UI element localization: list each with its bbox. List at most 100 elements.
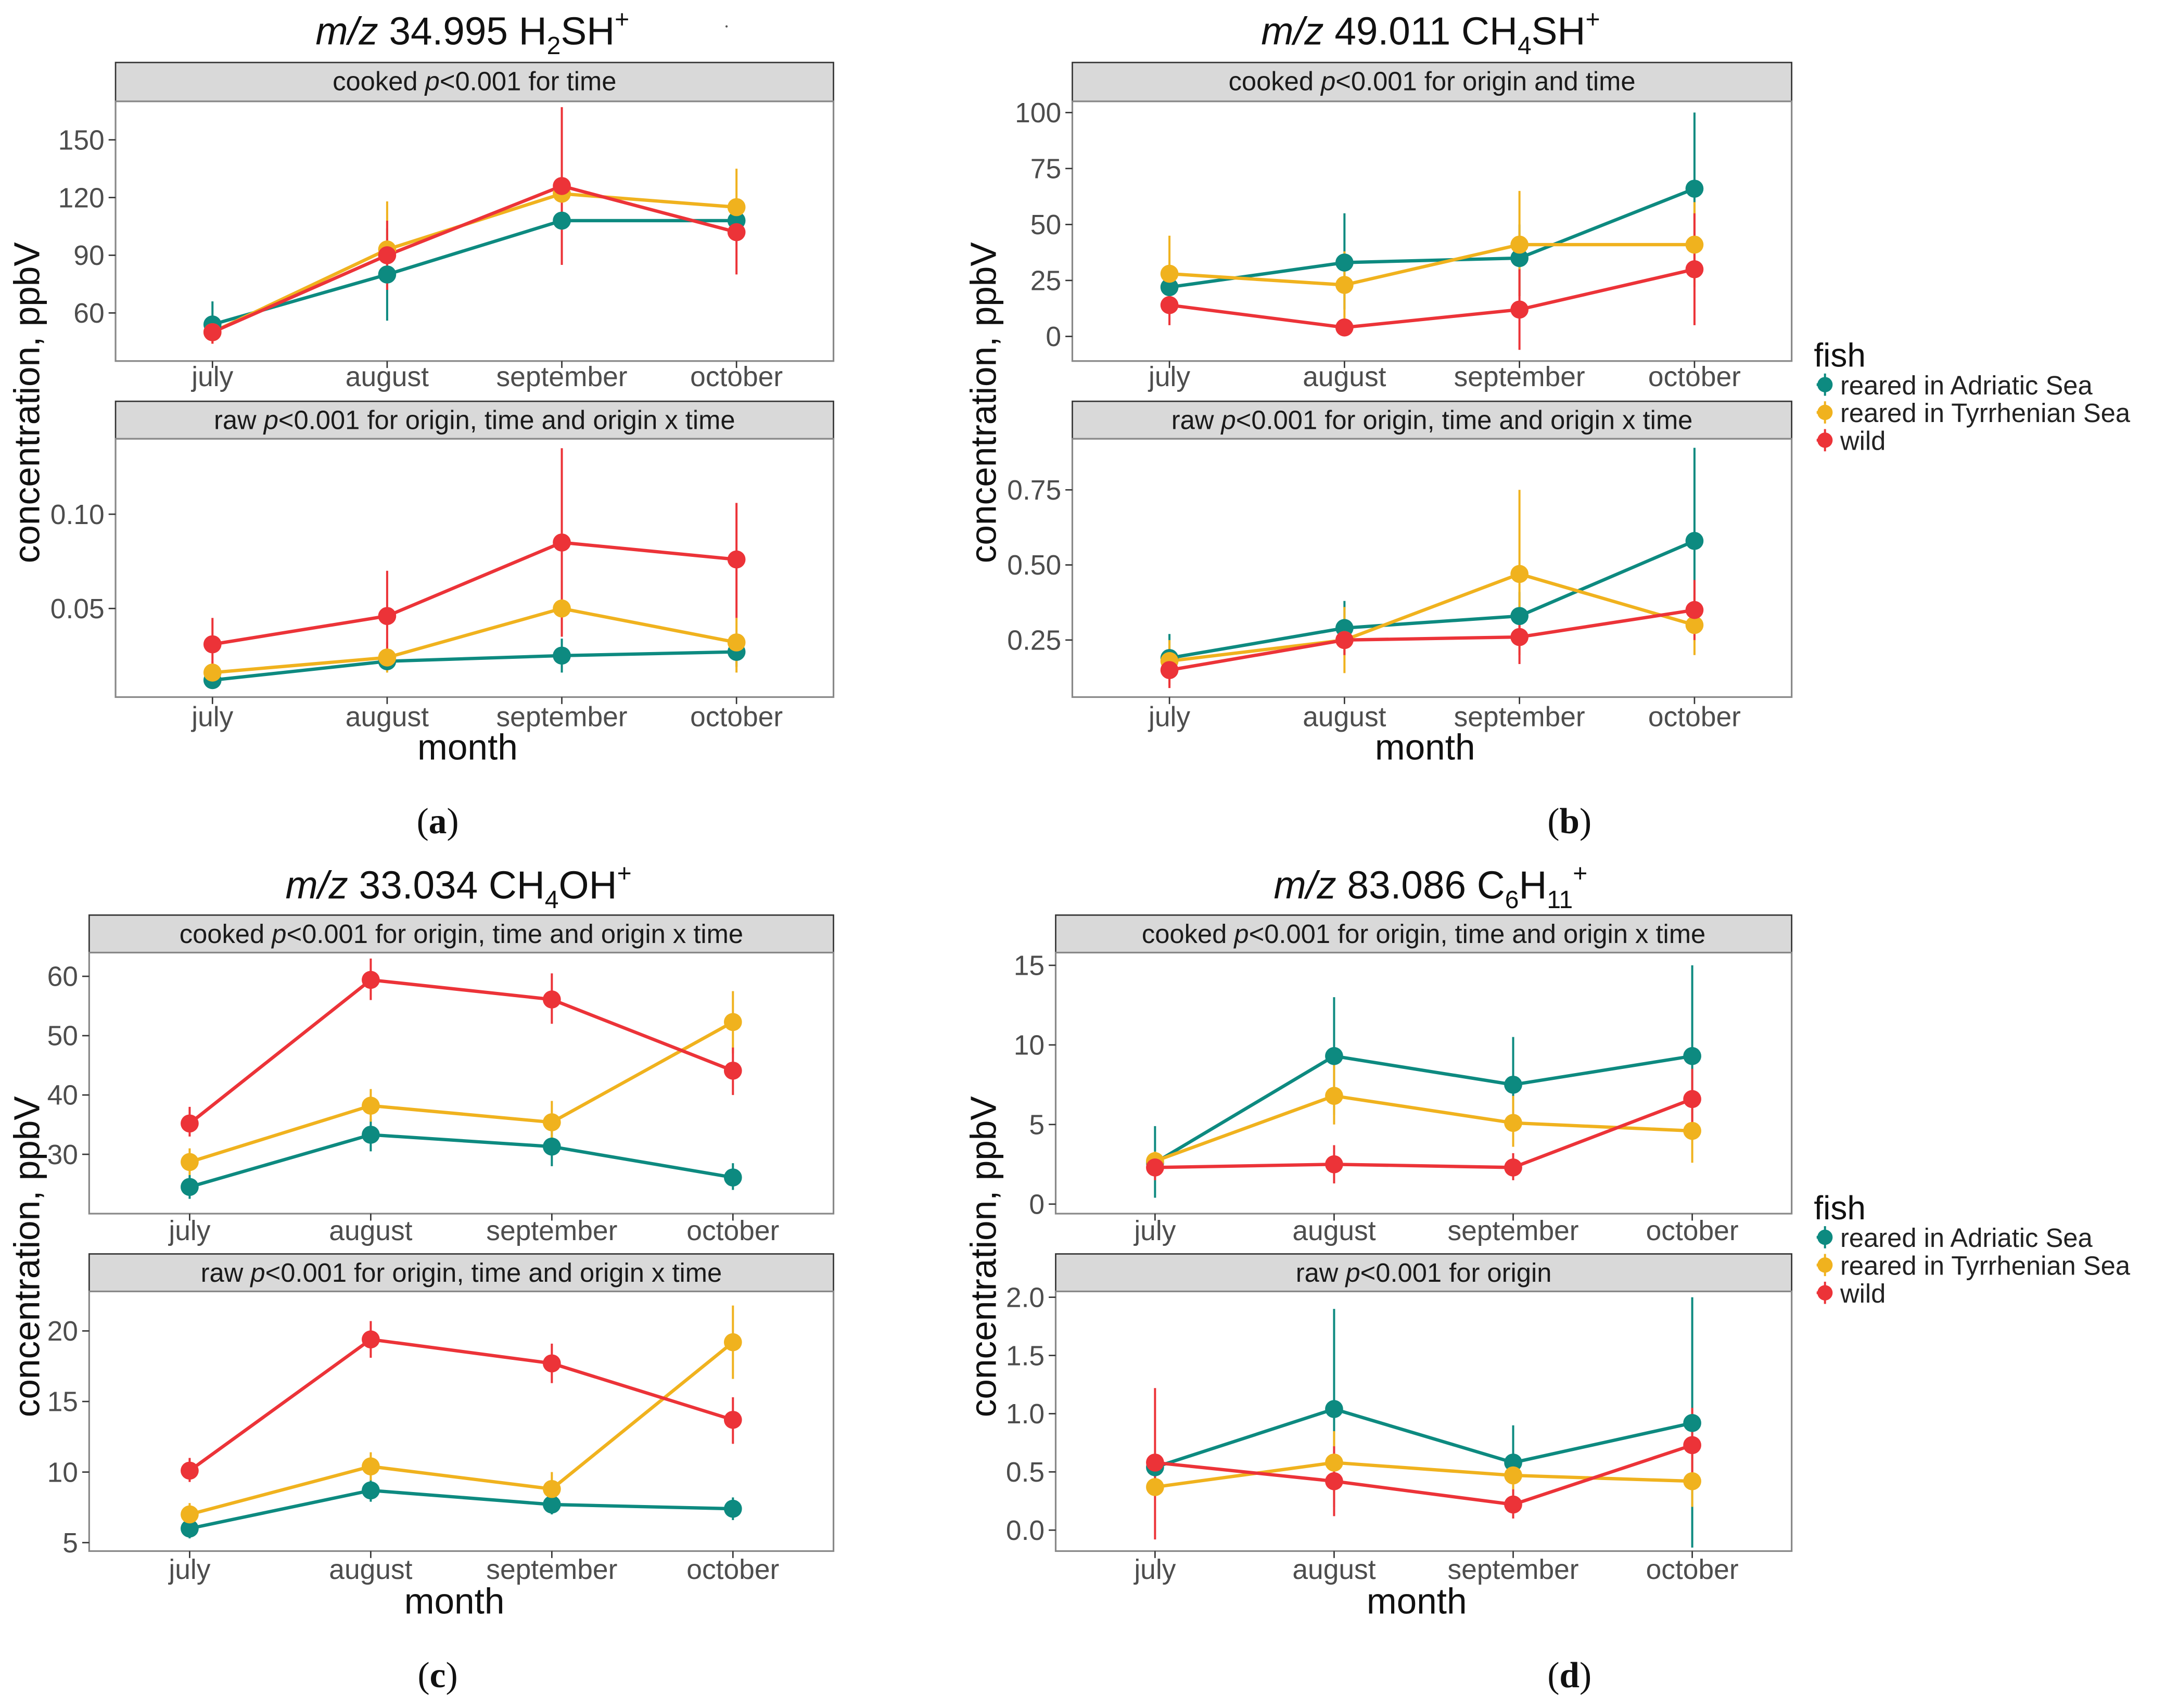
x-tick-label: july [190, 362, 233, 392]
data-point [1504, 1466, 1522, 1485]
data-point [1685, 180, 1704, 198]
x-tick-label: july [1133, 1554, 1176, 1585]
y-tick-label: 50 [1030, 210, 1061, 240]
data-point [181, 1178, 199, 1196]
facet-strip-label: raw p<0.001 for origin, time and origin … [214, 405, 735, 435]
data-point [203, 635, 222, 654]
x-tick-label: october [1648, 362, 1741, 392]
data-point [1510, 565, 1529, 583]
y-tick-label: 40 [47, 1080, 78, 1111]
data-point [1683, 1414, 1701, 1432]
y-axis-label: concentration, ppbV [6, 242, 47, 563]
facet-strip [1072, 61, 1792, 103]
data-point [723, 1061, 742, 1080]
data-point [181, 1461, 199, 1480]
y-tick-label: 15 [47, 1387, 78, 1418]
x-tick-label: september [486, 1554, 617, 1585]
data-point [1335, 631, 1354, 649]
plot-panel [1054, 1290, 1793, 1552]
x-tick-label: october [690, 702, 783, 733]
y-tick-label: 10 [1014, 1030, 1045, 1061]
series-line [1154, 1461, 1692, 1489]
plot-panel [114, 438, 835, 698]
panel-caption: (a) [417, 801, 459, 842]
series-line [188, 1337, 734, 1472]
y-tick-label: 0.50 [1007, 550, 1061, 581]
data-point [203, 664, 222, 682]
y-tick-label: 0.0 [1006, 1515, 1045, 1546]
series-line [1169, 243, 1695, 287]
data-point [203, 323, 222, 341]
data-point [543, 1495, 561, 1514]
data-point [1504, 1158, 1522, 1177]
y-tick-label: 30 [47, 1140, 78, 1170]
y-tick-label: 0.10 [50, 500, 105, 530]
y-axis-label: concentration, ppbV [6, 1096, 47, 1417]
y-tick-label: 10 [47, 1457, 78, 1488]
chart-title: m/z 49.011 CH4SH+ [1261, 6, 1600, 60]
data-point [362, 1457, 380, 1476]
y-tick-label: 5 [62, 1528, 78, 1559]
plot-panel [1071, 100, 1793, 362]
data-point [378, 265, 397, 284]
series-line [189, 1021, 734, 1164]
x-tick-label: september [486, 1216, 617, 1246]
data-point [1685, 616, 1704, 634]
data-point [553, 533, 571, 552]
y-tick-label: 5 [1029, 1110, 1045, 1140]
series-line [1155, 1443, 1693, 1507]
data-point [1325, 1472, 1343, 1490]
data-point [1683, 1436, 1701, 1455]
y-tick-label: 0 [1029, 1189, 1045, 1220]
data-point [1325, 1087, 1343, 1105]
data-point [1510, 607, 1529, 626]
y-tick-label: 15 [1014, 951, 1045, 982]
series-line [189, 1488, 733, 1531]
x-tick-label: august [346, 362, 429, 392]
y-tick-label: 1.0 [1006, 1399, 1045, 1430]
facet-strip-label: raw p<0.001 for origin [1296, 1258, 1552, 1288]
data-point [362, 1097, 380, 1115]
data-point [1510, 249, 1529, 267]
y-tick-label: 75 [1030, 154, 1061, 185]
legend-key-point [1817, 404, 1833, 420]
y-tick-label: 25 [1030, 266, 1061, 297]
y-tick-label: 50 [47, 1021, 78, 1052]
series-line [211, 184, 737, 334]
data-point [727, 550, 746, 569]
data-point [543, 1354, 561, 1373]
plot-panel [1054, 951, 1793, 1215]
legend-title: fish [1814, 336, 1866, 374]
legend-key-point [1817, 1285, 1833, 1301]
x-tick-label: august [329, 1216, 412, 1246]
legend-label: reared in Adriatic Sea [1840, 371, 2093, 400]
x-tick-label: october [1646, 1216, 1739, 1246]
data-point [1335, 318, 1354, 337]
series-line [212, 650, 737, 682]
y-tick-label: 120 [58, 183, 105, 213]
data-point [1160, 296, 1179, 314]
data-point [362, 1481, 380, 1500]
data-point [553, 177, 571, 195]
x-tick-label: september [496, 362, 627, 392]
legend-key-point [1817, 432, 1833, 448]
series-line [189, 1133, 733, 1189]
data-point [727, 198, 746, 216]
y-tick-label: 0 [1046, 322, 1061, 352]
data-point [1160, 661, 1179, 679]
data-point [723, 1013, 742, 1031]
x-tick-label: august [1303, 702, 1386, 733]
data-point [1685, 532, 1704, 550]
facet-strip [1072, 400, 1792, 440]
facet-strip-label: cooked p<0.001 for origin and time [1229, 66, 1636, 96]
data-point [1146, 1478, 1164, 1496]
facet-strip-label: cooked p<0.001 for origin, time and orig… [180, 919, 743, 949]
y-tick-label: 100 [1015, 98, 1061, 129]
x-tick-label: september [1447, 1216, 1578, 1246]
data-point [1683, 1047, 1701, 1065]
facet-strip-label: cooked p<0.001 for origin, time and orig… [1142, 919, 1705, 949]
legend-label: wild [1840, 1279, 1886, 1308]
data-point [543, 1480, 561, 1498]
series-line [1155, 1097, 1693, 1169]
